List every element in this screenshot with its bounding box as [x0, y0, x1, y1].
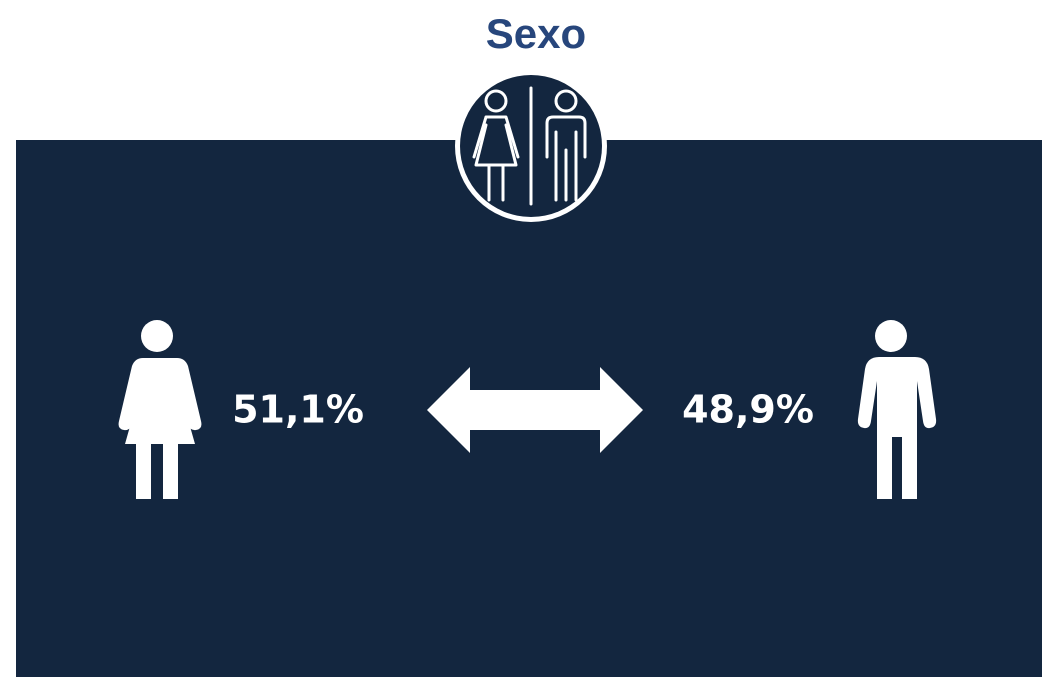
gender-icon [455, 70, 607, 222]
double-arrow [427, 367, 643, 453]
male-percentage: 48,9% [682, 388, 814, 432]
female-percentage: 51,1% [232, 388, 364, 432]
title: Sexo [486, 10, 586, 57]
female-icon [118, 320, 202, 499]
male-icon [857, 320, 937, 499]
